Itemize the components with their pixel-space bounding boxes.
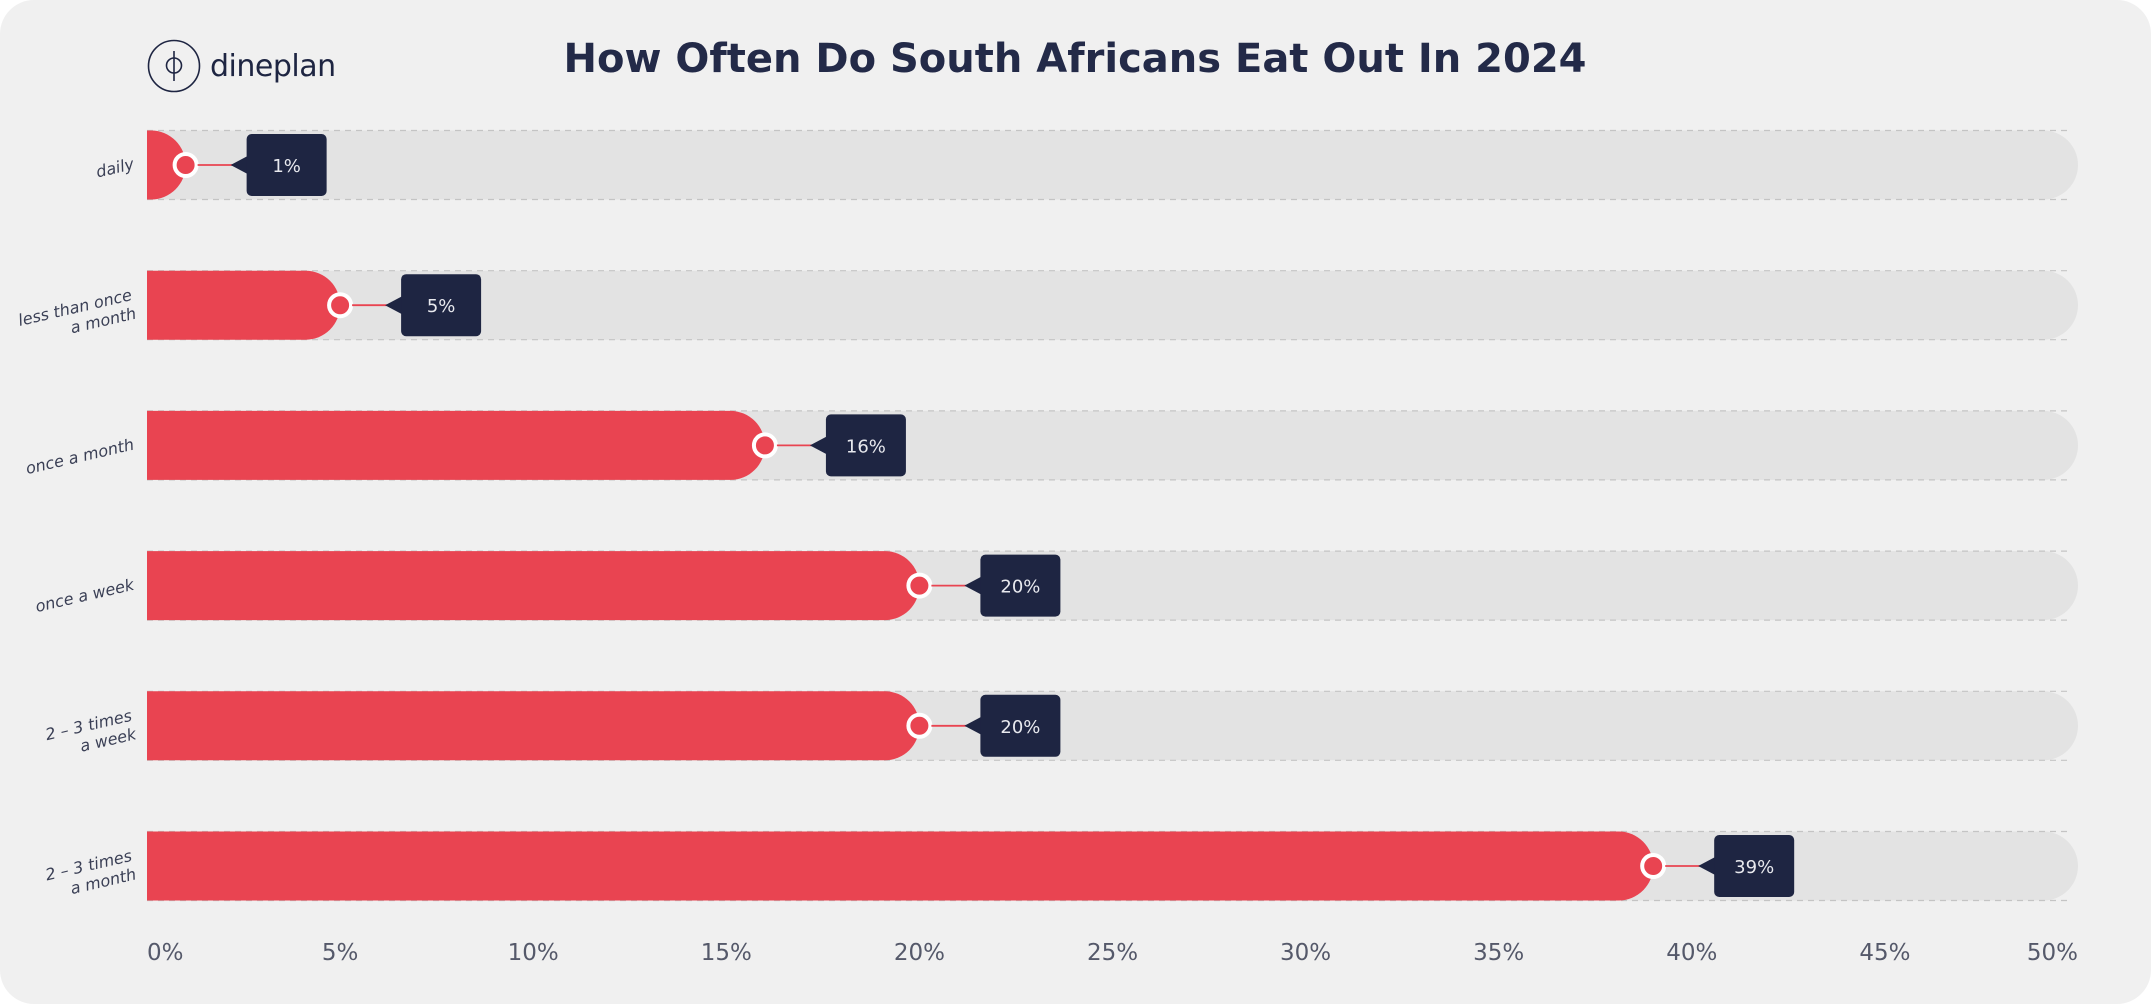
callout-pointer (964, 716, 982, 735)
x-tick-label: 25% (1087, 940, 1138, 966)
callout-pointer (809, 436, 827, 455)
x-tick-label: 45% (1859, 940, 1910, 966)
bar (147, 270, 341, 340)
value-marker (1640, 853, 1667, 879)
category-label-line: daily (94, 154, 136, 181)
x-tick-label: 35% (1473, 940, 1524, 966)
brand-name: dineplan (210, 48, 336, 84)
bar (147, 410, 765, 480)
x-tick-label: 50% (2027, 940, 2078, 966)
value-marker (327, 292, 354, 319)
bar (147, 691, 920, 761)
x-tick-label: 40% (1666, 940, 1717, 966)
value-callout (980, 554, 1061, 617)
value-callout (1714, 835, 1795, 897)
value-label: 16% (846, 436, 886, 457)
dp-monogram-icon (147, 39, 201, 93)
bar (147, 130, 186, 200)
x-tick-label: 5% (322, 940, 359, 966)
category-label: daily (94, 154, 136, 181)
brand-logo: dineplan (147, 38, 336, 94)
value-callout (980, 694, 1061, 757)
value-callout (401, 274, 482, 337)
value-callout (825, 414, 906, 477)
value-label: 20% (1000, 577, 1040, 598)
value-label: 20% (1000, 717, 1040, 738)
category-label-line: once a week (34, 575, 137, 616)
category-label: once a month (24, 435, 136, 478)
x-tick-label: 15% (701, 940, 752, 966)
bar-track (147, 270, 2078, 340)
chart-title: How Often Do South Africans Eat Out In 2… (563, 36, 1587, 82)
bar-track (147, 130, 2078, 200)
value-marker (751, 432, 778, 459)
x-tick-label: 0% (147, 940, 184, 966)
value-marker (172, 152, 199, 178)
category-label: once a week (34, 575, 137, 616)
category-label-line: once a month (24, 435, 136, 478)
bar (147, 551, 920, 621)
callout-pointer (385, 296, 403, 315)
x-tick-label: 30% (1280, 940, 1331, 966)
value-marker (906, 572, 933, 599)
value-label: 39% (1734, 857, 1774, 878)
value-callout (246, 134, 327, 196)
bar (147, 831, 1654, 901)
x-tick-label: 20% (894, 940, 945, 966)
callout-pointer (1698, 857, 1716, 875)
x-tick-label: 10% (508, 940, 559, 966)
value-label: 1% (272, 156, 301, 177)
value-label: 5% (427, 296, 456, 317)
value-marker (906, 712, 933, 739)
callout-pointer (964, 576, 982, 595)
callout-pointer (230, 156, 248, 174)
